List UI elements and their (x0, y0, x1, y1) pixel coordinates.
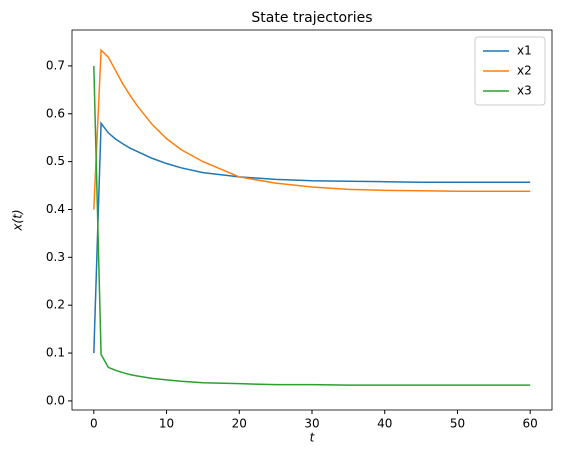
y-tick-label: 0.1 (46, 346, 65, 360)
legend-label: x2 (517, 64, 532, 78)
line-series (93, 65, 531, 386)
y-tick-label: 0.3 (46, 250, 65, 264)
legend-label: x3 (517, 84, 532, 98)
y-axis-label: x(t) (11, 209, 25, 231)
line-series (93, 121, 531, 354)
x-tick-label: 10 (159, 417, 174, 431)
x-axis-label: t (310, 431, 316, 445)
y-tick-label: 0.0 (46, 393, 65, 407)
y-tick-label: 0.4 (46, 202, 65, 216)
plot-frame (71, 29, 553, 411)
y-tick-label: 0.7 (46, 58, 65, 72)
line-series (93, 48, 531, 210)
x-tick-label: 20 (232, 417, 247, 431)
y-tick-label: 0.2 (46, 298, 65, 312)
x-tick-label: 40 (377, 417, 392, 431)
x-tick-label: 60 (523, 417, 538, 431)
y-tick-label: 0.5 (46, 154, 65, 168)
chart-title: State trajectories (251, 10, 372, 26)
x-tick-label: 0 (90, 417, 98, 431)
legend-label: x1 (517, 44, 532, 58)
x-tick-label: 50 (450, 417, 465, 431)
x-tick-label: 30 (304, 417, 319, 431)
legend-box (474, 36, 546, 106)
y-tick-label: 0.6 (46, 106, 65, 120)
